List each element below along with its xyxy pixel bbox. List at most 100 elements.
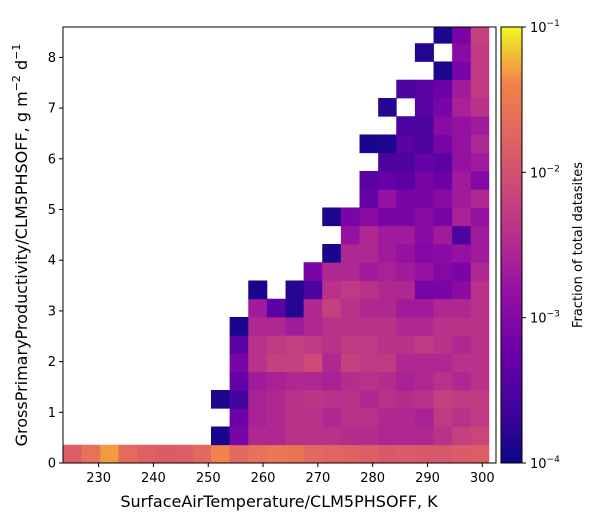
heatmap-cell xyxy=(396,426,416,446)
heatmap-cell xyxy=(414,170,434,190)
heatmap-cell xyxy=(266,298,286,318)
heatmap-cell xyxy=(378,426,397,446)
heatmap-cell xyxy=(452,97,472,117)
heatmap-cell xyxy=(322,243,342,263)
heatmap-cell xyxy=(452,79,472,99)
heatmap-cell xyxy=(378,298,397,318)
colorbar-tick-label: 10−4 xyxy=(530,455,560,472)
heatmap-cell xyxy=(340,243,360,263)
heatmap-cell xyxy=(340,371,360,391)
heatmap-cell xyxy=(266,316,286,336)
heatmap-cell xyxy=(359,262,379,281)
heatmap-cell xyxy=(303,390,323,409)
heatmap-cell xyxy=(378,134,397,154)
y-tick-label: 4 xyxy=(48,254,56,269)
heatmap-cell xyxy=(340,353,360,373)
heatmap-cell xyxy=(285,444,305,463)
colorbar-label: Fraction of total datasites xyxy=(571,162,586,328)
heatmap-cell xyxy=(118,444,138,463)
heatmap-cell xyxy=(414,390,434,409)
x-tick-label: 290 xyxy=(415,471,440,486)
heatmap-cell xyxy=(414,371,434,391)
heatmap-cell xyxy=(322,280,342,300)
y-tick-label: 1 xyxy=(48,406,56,421)
heatmap-cell xyxy=(248,280,268,300)
heatmap-cell xyxy=(452,262,472,281)
heatmap-cell xyxy=(359,335,379,354)
heatmap-cell xyxy=(433,134,453,154)
heatmap-cell xyxy=(396,207,416,227)
heatmap-cell xyxy=(452,390,472,409)
heatmap-cell xyxy=(414,207,434,227)
heatmap-cell xyxy=(303,335,323,354)
heatmap-cell xyxy=(470,243,490,263)
heatmap-cell xyxy=(396,152,416,172)
heatmap-cell xyxy=(452,189,472,208)
heatmap-cell xyxy=(396,316,416,336)
heatmap-cell xyxy=(378,243,397,263)
heatmap-cell xyxy=(396,79,416,99)
heatmap-cell xyxy=(470,371,490,391)
heatmap-cell xyxy=(359,316,379,336)
heatmap-cell xyxy=(340,316,360,336)
heatmap-cell xyxy=(359,353,379,373)
heatmap-cell xyxy=(303,262,323,281)
y-tick-label: 3 xyxy=(48,304,56,319)
heatmap-cell xyxy=(470,134,490,154)
heatmap-cell xyxy=(433,444,453,463)
heatmap-cell xyxy=(136,444,157,463)
heatmap-cell xyxy=(452,225,472,245)
heatmap-cell xyxy=(396,298,416,318)
heatmap-cell xyxy=(340,225,360,245)
heatmap-cell xyxy=(378,189,397,208)
heatmap-cell xyxy=(452,335,472,354)
colorbar xyxy=(500,26,523,464)
heatmap-cell xyxy=(414,262,434,281)
heatmap-cell xyxy=(396,225,416,245)
colorbar-tick-label: 10−3 xyxy=(530,310,560,327)
heatmap-cell xyxy=(229,408,249,427)
heatmap-cell xyxy=(340,408,360,427)
x-axis: 230 240 250 260 270 280 290 300 xyxy=(86,463,495,486)
colorbar-tick-label: 10−1 xyxy=(530,19,560,36)
heatmap-cell xyxy=(266,408,286,427)
heatmap-cell xyxy=(248,408,268,427)
x-tick-label: 230 xyxy=(86,471,111,486)
heatmap-cell xyxy=(248,353,268,373)
heatmap-cell xyxy=(470,390,490,409)
heatmap-cell xyxy=(248,390,268,409)
heatmap-cell xyxy=(229,390,249,409)
heatmap-cell xyxy=(414,116,434,135)
heatmap-cell xyxy=(452,61,472,81)
heatmap-cell xyxy=(340,426,360,446)
heatmap-cell xyxy=(229,353,249,373)
heatmap-cell xyxy=(470,335,490,354)
heatmap-cell xyxy=(396,335,416,354)
heatmap-cell xyxy=(433,371,453,391)
heatmap-cell xyxy=(414,298,434,318)
heatmap-cell xyxy=(396,353,416,373)
colorbar-tick-label: 10−2 xyxy=(530,164,560,181)
heatmap-cell xyxy=(433,353,453,373)
heatmap-cell xyxy=(322,371,342,391)
heatmap-cell xyxy=(396,280,416,300)
heatmap-cell xyxy=(359,298,379,318)
heatmap-cell xyxy=(210,390,231,409)
heatmap-cell xyxy=(303,426,323,446)
heatmap-cell xyxy=(396,371,416,391)
heatmap-cell xyxy=(322,444,342,463)
heatmap-cell xyxy=(433,426,453,446)
heatmap-cell xyxy=(452,353,472,373)
heatmap-cell xyxy=(378,316,397,336)
heatmap-cell xyxy=(452,116,472,135)
heatmap-cell xyxy=(470,298,490,318)
heatmap-cell xyxy=(414,134,434,154)
y-tick-label: 5 xyxy=(48,203,56,218)
y-axis: 0 1 2 3 4 5 6 7 8 xyxy=(48,51,63,472)
heatmap-cell xyxy=(340,390,360,409)
heatmap-cell xyxy=(452,371,472,391)
heatmap-cell xyxy=(396,444,416,463)
heatmap-cell xyxy=(100,444,119,463)
heatmap-cell xyxy=(192,444,212,463)
heatmap-cell xyxy=(378,408,397,427)
